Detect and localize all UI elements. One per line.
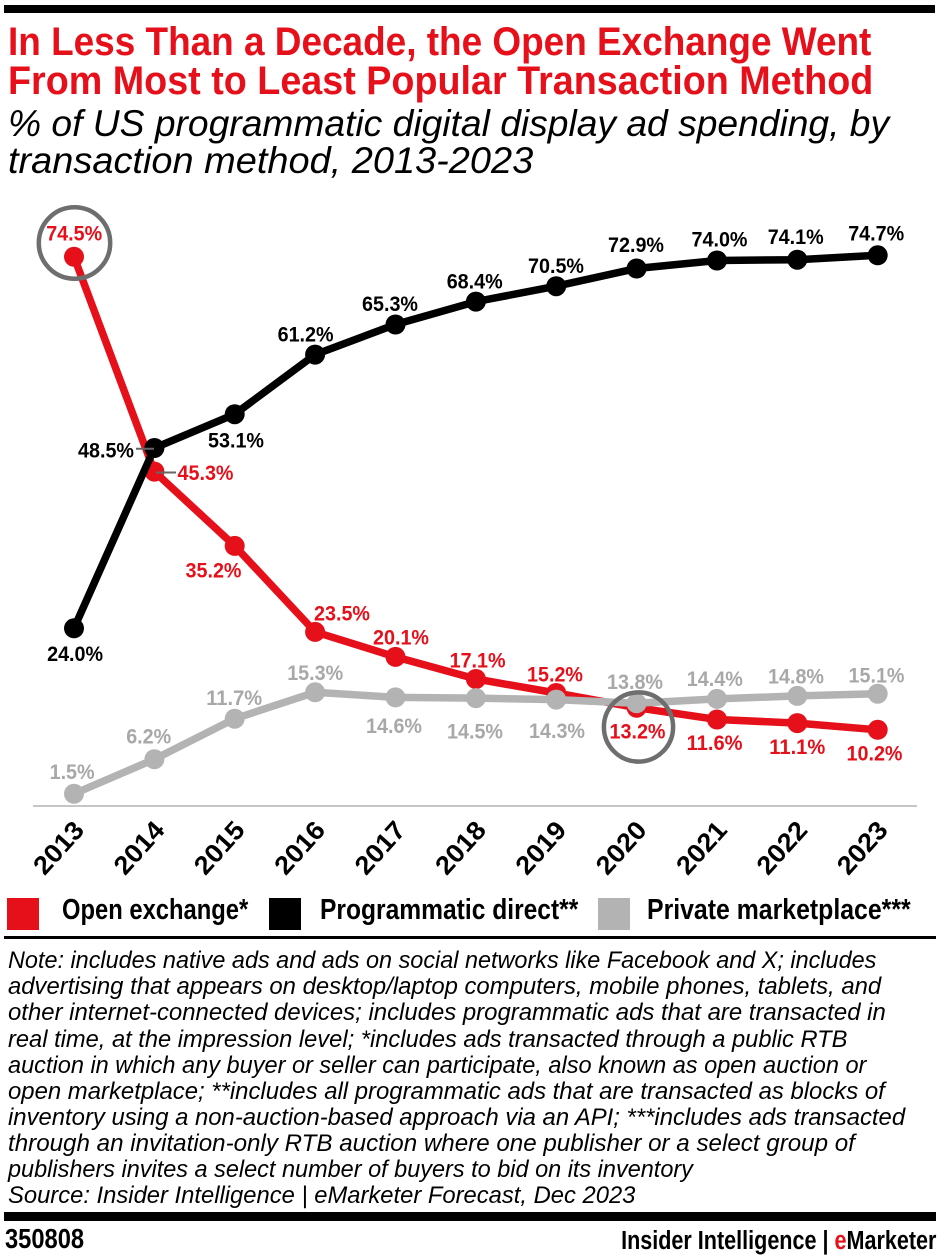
svg-text:35.2%: 35.2% xyxy=(186,558,242,582)
svg-text:65.3%: 65.3% xyxy=(362,292,418,316)
svg-text:2022: 2022 xyxy=(750,815,813,880)
svg-text:2023: 2023 xyxy=(831,815,894,880)
svg-text:2018: 2018 xyxy=(429,815,492,880)
svg-text:61.2%: 61.2% xyxy=(278,323,334,347)
svg-text:14.5%: 14.5% xyxy=(447,719,503,743)
svg-text:2016: 2016 xyxy=(268,815,331,880)
svg-text:20.1%: 20.1% xyxy=(373,625,429,649)
svg-text:1.5%: 1.5% xyxy=(50,760,95,784)
svg-text:14.3%: 14.3% xyxy=(529,719,585,743)
svg-text:14.6%: 14.6% xyxy=(366,714,422,738)
svg-text:74.0%: 74.0% xyxy=(692,228,748,252)
svg-text:2013: 2013 xyxy=(27,815,90,880)
svg-text:74.5%: 74.5% xyxy=(46,221,102,245)
svg-text:70.5%: 70.5% xyxy=(528,254,584,278)
svg-text:11.1%: 11.1% xyxy=(769,735,825,759)
svg-text:15.1%: 15.1% xyxy=(849,664,905,688)
svg-text:13.8%: 13.8% xyxy=(607,670,663,694)
svg-text:2014: 2014 xyxy=(107,815,170,881)
svg-text:13.2%: 13.2% xyxy=(610,720,666,744)
svg-text:74.1%: 74.1% xyxy=(768,225,824,249)
svg-text:2020: 2020 xyxy=(589,815,652,880)
svg-text:53.1%: 53.1% xyxy=(208,429,264,453)
svg-text:23.5%: 23.5% xyxy=(314,602,370,626)
svg-text:15.2%: 15.2% xyxy=(527,663,583,687)
svg-text:48.5%: 48.5% xyxy=(78,439,134,463)
svg-text:2021: 2021 xyxy=(670,815,733,880)
svg-text:2019: 2019 xyxy=(509,815,572,880)
svg-text:14.8%: 14.8% xyxy=(768,665,824,689)
svg-text:24.0%: 24.0% xyxy=(47,642,103,666)
svg-text:74.7%: 74.7% xyxy=(848,221,904,245)
svg-text:14.4%: 14.4% xyxy=(687,667,743,691)
svg-text:15.3%: 15.3% xyxy=(287,661,343,685)
svg-text:11.6%: 11.6% xyxy=(687,731,743,755)
svg-text:72.9%: 72.9% xyxy=(608,233,664,257)
svg-text:68.4%: 68.4% xyxy=(447,269,503,293)
svg-text:10.2%: 10.2% xyxy=(847,741,903,765)
svg-text:17.1%: 17.1% xyxy=(450,649,506,673)
svg-text:45.3%: 45.3% xyxy=(178,461,234,485)
svg-text:6.2%: 6.2% xyxy=(126,725,171,749)
svg-text:2017: 2017 xyxy=(348,815,411,880)
svg-text:11.7%: 11.7% xyxy=(206,686,262,710)
svg-text:2015: 2015 xyxy=(188,815,251,880)
